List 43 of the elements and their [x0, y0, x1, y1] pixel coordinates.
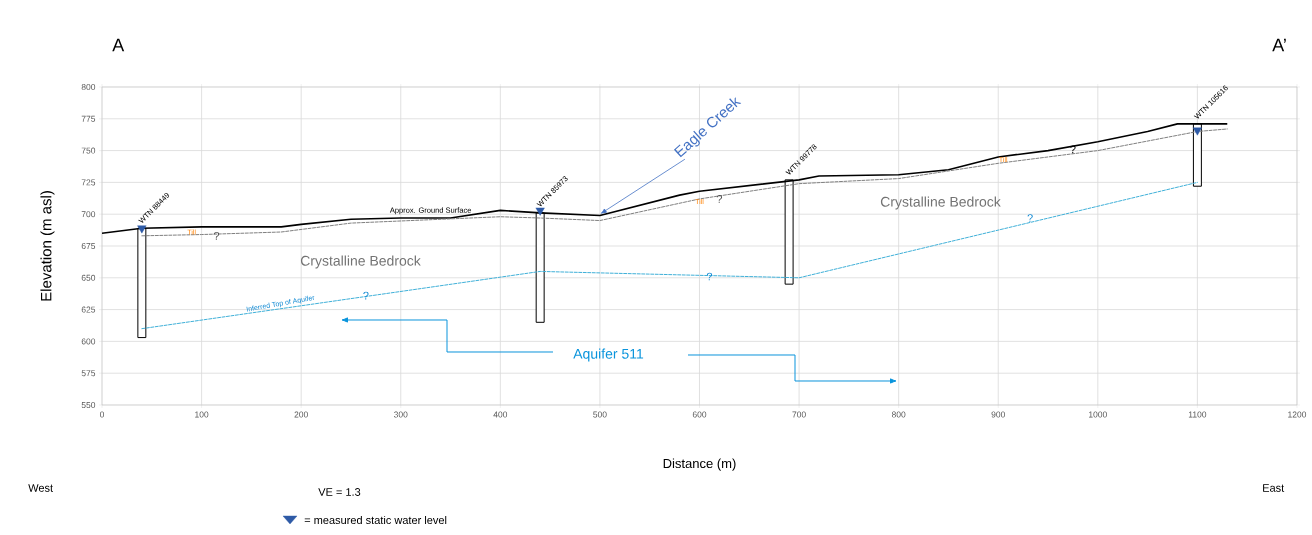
annotation: Crystalline Bedrock [880, 196, 1001, 210]
x-tick-label: 400 [493, 411, 508, 418]
y-tick-label: 750 [81, 147, 96, 154]
annotation: ? [706, 272, 713, 281]
y-tick-label: 700 [81, 211, 96, 218]
y-tick-label: 550 [81, 401, 96, 408]
x-tick-label: 300 [393, 411, 408, 418]
y-tick-label: 725 [81, 179, 96, 186]
y-axis-title: Elevation (m asl) [40, 191, 55, 301]
x-tick-label: 200 [294, 411, 308, 418]
y-tick-label: 625 [81, 306, 96, 313]
text: East [1263, 484, 1285, 492]
text: West [28, 484, 53, 492]
annotation: ? [716, 195, 723, 203]
text: A’ [1272, 38, 1286, 52]
x-axis-title: Distance (m) [663, 458, 736, 471]
annotation: ? [1027, 214, 1033, 222]
annotation: Aquifer 511 [573, 348, 644, 362]
x-tick-label: 1100 [1188, 411, 1207, 418]
x-tick-label: 700 [792, 411, 806, 418]
x-tick-label: 1200 [1288, 411, 1307, 418]
text: A [112, 38, 125, 52]
x-tick-label: 800 [891, 411, 906, 418]
annotation: Crystalline Bedrock [300, 255, 421, 269]
y-tick-label: 675 [81, 242, 96, 249]
annotation: ? [363, 291, 369, 300]
point [535, 207, 545, 216]
x-tick-label: 500 [593, 411, 607, 418]
point [137, 225, 147, 234]
x-tick-label: 0 [99, 411, 105, 418]
y-tick-label: 575 [81, 370, 96, 377]
x-tick-label: 900 [991, 411, 1005, 418]
x-tick-label: 100 [195, 411, 209, 418]
x-tick-label: 600 [692, 411, 707, 418]
y-tick-label: 775 [81, 115, 96, 122]
annotation: ? [213, 231, 220, 240]
y-tick-label: 600 [81, 338, 96, 345]
y-tick-label: 800 [81, 83, 96, 90]
text: VE = 1.3 [318, 488, 361, 496]
legend-label: = measured static water level [304, 515, 447, 525]
x-tick-label: 1000 [1089, 411, 1107, 418]
point [1192, 127, 1202, 136]
y-tick-label: 650 [81, 274, 96, 281]
